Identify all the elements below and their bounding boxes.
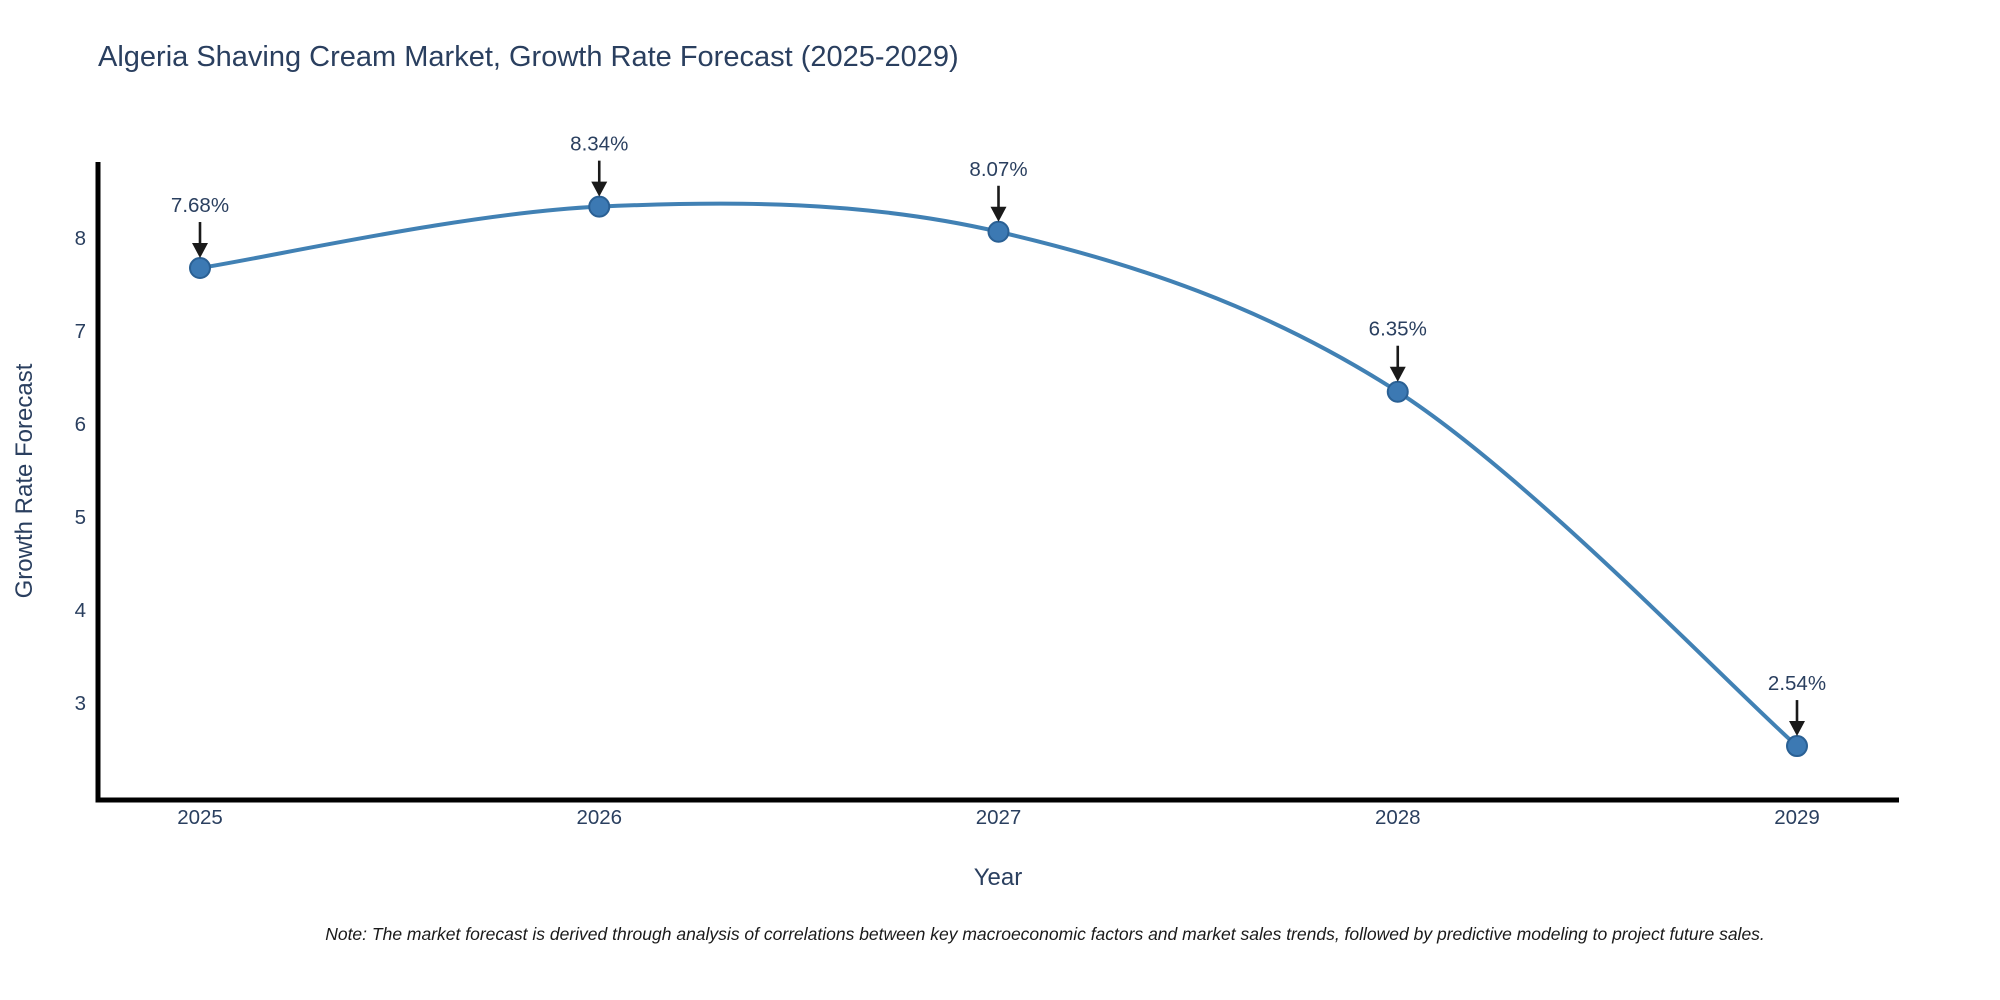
data-point-annotation: 8.07%: [969, 158, 1028, 222]
data-point-marker: [1786, 735, 1808, 758]
y-tick-label: 7: [75, 320, 86, 343]
x-axis-tick-labels: 2025 2026 2027 2028 2029: [177, 806, 1820, 829]
annotation-arrowhead-icon: [192, 243, 208, 259]
data-point-annotation: 8.34%: [570, 133, 628, 197]
x-tick-label: 2025: [177, 806, 223, 829]
annotation-arrowhead-icon: [591, 181, 608, 197]
x-axis-title: Year: [974, 864, 1023, 891]
x-tick-label: 2027: [976, 806, 1022, 829]
y-axis-title: Growth Rate Forecast: [11, 363, 38, 598]
data-point-marker: [189, 257, 211, 280]
y-axis-tick-labels: 3 4 5 6 7 8: [75, 227, 86, 715]
y-tick-label: 4: [75, 599, 86, 622]
data-point-label: 8.34%: [570, 133, 628, 156]
annotation-arrowhead-icon: [1789, 721, 1805, 737]
data-point-annotations: 7.68% 8.34% 8.07% 6.35% 2.54%: [171, 133, 1826, 737]
data-point-marker: [588, 195, 611, 218]
y-tick-label: 3: [75, 692, 86, 715]
data-point-annotation: 6.35%: [1369, 318, 1427, 382]
data-point-label: 8.07%: [969, 158, 1027, 181]
data-point-label: 2.54%: [1768, 672, 1826, 695]
data-point-label: 6.35%: [1369, 318, 1427, 341]
y-tick-label: 5: [75, 506, 86, 529]
annotation-arrowhead-icon: [1389, 366, 1406, 382]
y-tick-label: 8: [75, 227, 86, 250]
chart-title: Algeria Shaving Cream Market, Growth Rat…: [98, 41, 959, 73]
x-tick-label: 2028: [1375, 806, 1421, 829]
x-tick-label: 2026: [576, 806, 622, 829]
data-point-marker: [1386, 380, 1409, 403]
x-tick-label: 2029: [1774, 806, 1820, 829]
data-point-annotation: 7.68%: [171, 194, 229, 259]
data-point-marker: [987, 220, 1010, 243]
forecast-line-series: [198, 201, 1799, 749]
annotation-arrowhead-icon: [990, 206, 1007, 222]
footnote: Note: The market forecast is derived thr…: [325, 924, 1765, 944]
data-point-label: 7.68%: [171, 194, 229, 217]
data-point-annotation: 2.54%: [1768, 672, 1826, 737]
data-point-markers: [189, 195, 1808, 758]
y-tick-label: 6: [75, 413, 86, 436]
